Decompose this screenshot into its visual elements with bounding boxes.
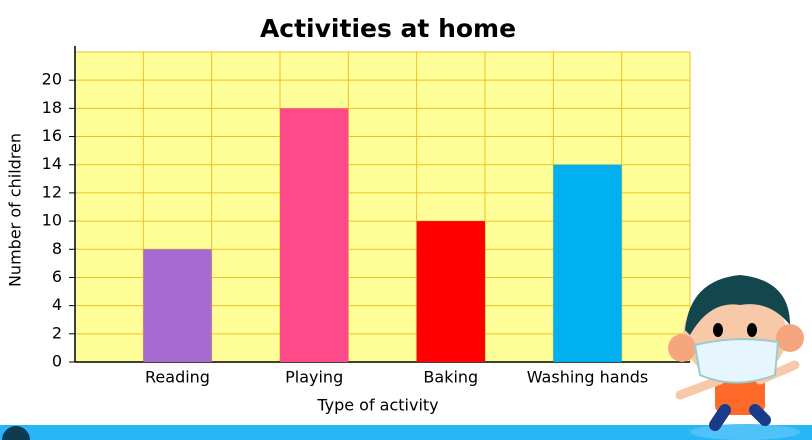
x-axis-label: Type of activity [316, 396, 438, 415]
y-tick-label: 2 [52, 323, 62, 342]
y-tick-label: 12 [42, 182, 62, 201]
y-tick-label: 18 [42, 98, 62, 117]
bar [280, 108, 349, 362]
y-tick-label: 6 [52, 267, 62, 286]
footer-icon [2, 426, 30, 440]
x-tick-label: Reading [145, 368, 210, 387]
footer-bar [0, 425, 812, 440]
y-tick-label: 10 [42, 211, 62, 230]
y-axis-label: Number of children [6, 133, 25, 287]
bar [416, 221, 485, 362]
x-tick-label: Playing [285, 368, 343, 387]
y-tick-label: 20 [42, 70, 62, 89]
x-tick-label: Baking [423, 368, 478, 387]
x-tick-label: Washing hands [527, 368, 648, 387]
bar [553, 164, 622, 362]
y-tick-label: 0 [52, 352, 62, 371]
y-tick-label: 8 [52, 239, 62, 258]
chart-title: Activities at home [260, 14, 516, 43]
mascot [668, 275, 804, 440]
y-tick-label: 4 [52, 295, 62, 314]
y-tick-label: 16 [42, 126, 62, 145]
y-tick-label: 14 [42, 154, 62, 173]
bar [143, 249, 212, 362]
